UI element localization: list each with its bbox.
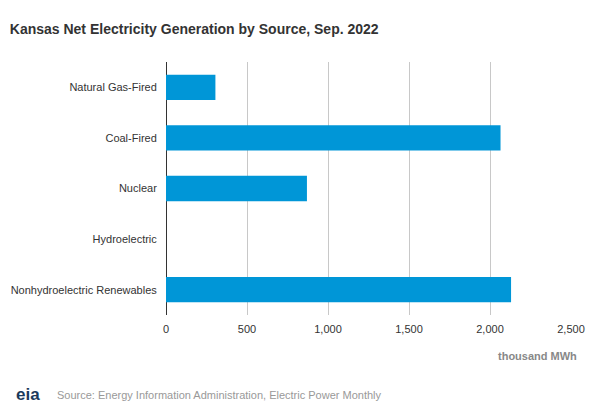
svg-text:Nuclear: Nuclear	[119, 182, 157, 194]
svg-text:500: 500	[238, 323, 256, 335]
svg-text:Coal-Fired: Coal-Fired	[105, 132, 156, 144]
svg-text:Nonhydroelectric Renewables: Nonhydroelectric Renewables	[11, 284, 158, 296]
svg-text:Kansas Net Electricity Generat: Kansas Net Electricity Generation by Sou…	[10, 21, 379, 37]
svg-text:2,000: 2,000	[476, 323, 504, 335]
svg-text:thousand MWh: thousand MWh	[498, 350, 577, 362]
svg-text:0: 0	[163, 323, 169, 335]
svg-text:1,000: 1,000	[314, 323, 342, 335]
svg-text:eia: eia	[16, 385, 40, 404]
svg-text:1,500: 1,500	[395, 323, 423, 335]
svg-text:2,500: 2,500	[557, 323, 585, 335]
svg-text:Natural Gas-Fired: Natural Gas-Fired	[69, 81, 156, 93]
svg-text:Hydroelectric: Hydroelectric	[93, 233, 158, 245]
svg-text:Source: Energy Information Adm: Source: Energy Information Administratio…	[57, 389, 382, 401]
